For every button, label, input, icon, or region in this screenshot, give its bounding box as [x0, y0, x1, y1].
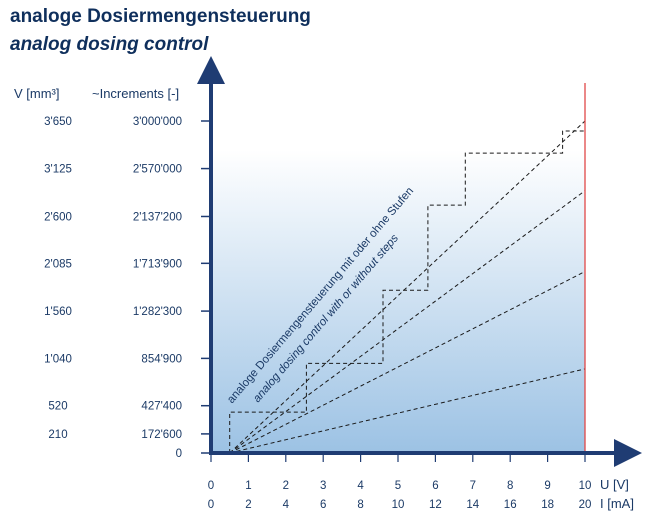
- x-tick-current: 10: [392, 499, 405, 511]
- y-tick-increments: 172'600: [141, 429, 182, 441]
- y-axis-label-increments: ~Increments [-]: [92, 86, 179, 101]
- x-axis-label-voltage: U [V]: [600, 477, 629, 492]
- x-tick-current: 18: [541, 499, 554, 511]
- y-tick-volume: 210: [48, 429, 67, 441]
- x-tick-voltage: 0: [208, 480, 214, 492]
- y-tick-volume: 2'600: [44, 211, 72, 223]
- chart-title: analoge Dosiermengensteuerung: [10, 6, 311, 27]
- y-tick-volume: 3'650: [44, 116, 72, 128]
- x-tick-voltage: 2: [283, 480, 289, 492]
- x-tick-voltage: 6: [432, 480, 438, 492]
- x-tick-current: 12: [429, 499, 442, 511]
- y-tick-increments: 2'137'200: [133, 211, 182, 223]
- x-tick-voltage: 5: [395, 480, 401, 492]
- x-tick-current: 16: [504, 499, 517, 511]
- chart-subtitle: analog dosing control: [10, 34, 209, 55]
- y-axis-label-volume: V [mm³]: [14, 86, 60, 101]
- y-tick-increments: 427'400: [141, 401, 182, 413]
- x-tick-voltage: 3: [320, 480, 326, 492]
- dosing-line-4: [229, 368, 586, 454]
- x-tick-voltage: 4: [357, 480, 364, 492]
- dosing-line-3: [229, 271, 586, 454]
- y-tick-increments: 1'282'300: [133, 306, 182, 318]
- y-tick-volume: 3'125: [44, 164, 72, 176]
- x-tick-current: 6: [320, 499, 326, 511]
- y-tick-volume: 1'560: [44, 306, 72, 318]
- y-tick-increments: 854'900: [141, 353, 182, 365]
- x-tick-current: 0: [208, 499, 214, 511]
- y-tick-increments: 0: [176, 448, 182, 460]
- x-tick-voltage: 7: [470, 480, 476, 492]
- x-tick-current: 14: [466, 499, 479, 511]
- y-tick-volume: 2'085: [44, 258, 72, 270]
- x-tick-voltage: 10: [579, 480, 592, 492]
- x-tick-current: 2: [245, 499, 251, 511]
- x-tick-voltage: 8: [507, 480, 513, 492]
- y-tick-volume: 520: [48, 401, 67, 413]
- x-tick-current: 4: [283, 499, 290, 511]
- step-profile: [229, 130, 585, 453]
- x-tick-current: 20: [579, 499, 592, 511]
- y-tick-volume: 1'040: [44, 353, 72, 365]
- y-tick-increments: 3'000'000: [133, 116, 182, 128]
- x-tick-current: 8: [357, 499, 363, 511]
- x-tick-voltage: 1: [245, 480, 251, 492]
- dosing-line-2: [229, 190, 586, 454]
- x-axis-label-current: I [mA]: [600, 496, 634, 511]
- x-tick-voltage: 9: [544, 480, 550, 492]
- background-gradient: [211, 150, 585, 453]
- y-tick-increments: 1'713'900: [133, 258, 182, 270]
- y-tick-increments: 2'570'000: [133, 164, 182, 176]
